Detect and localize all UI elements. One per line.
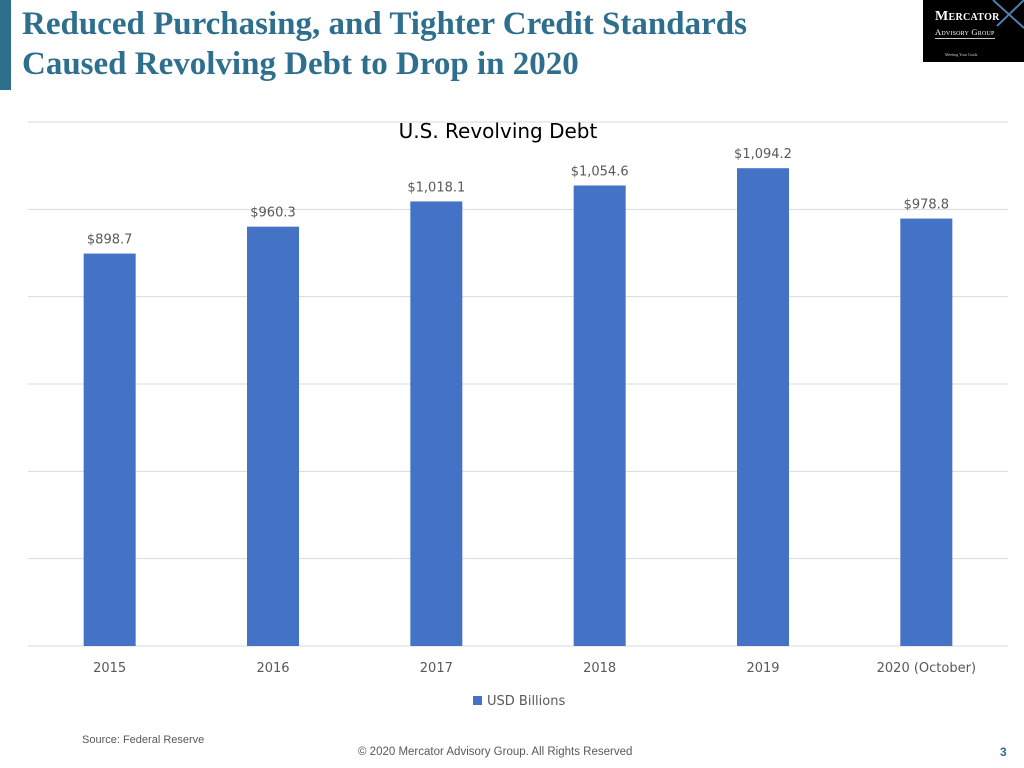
- source-note: Source: Federal Reserve: [82, 734, 205, 746]
- slide-title-line-2: Caused Revolving Debt to Drop in 2020: [22, 46, 579, 82]
- data-label: $1,054.6: [571, 164, 629, 179]
- logo-subtitle: Advisory Group: [935, 27, 995, 39]
- title-accent-bar: [0, 0, 11, 90]
- x-tick-label: 2016: [256, 661, 289, 676]
- chart-title: U.S. Revolving Debt: [399, 119, 598, 143]
- logo-tagline: Meeting Your Goals: [945, 52, 978, 57]
- slide-title: Reduced Purchasing, and Tighter Credit S…: [22, 4, 902, 84]
- logo-wordmark: Mercator: [935, 9, 1000, 24]
- bar-2017: [410, 201, 463, 646]
- slide-title-line-1: Reduced Purchasing, and Tighter Credit S…: [22, 6, 747, 42]
- chart-x-tick-labels: 2015 2016 2017 2018 2019 2020 (October): [93, 661, 976, 676]
- x-tick-label: 2019: [746, 661, 779, 676]
- data-label: $960.3: [250, 206, 296, 221]
- chart-legend: USD Billions: [473, 694, 565, 709]
- data-label: $978.8: [904, 198, 950, 213]
- bar-2018: [573, 185, 626, 646]
- bar-2020-october: [900, 218, 953, 646]
- x-tick-label: 2017: [420, 661, 453, 676]
- data-label: $1,094.2: [734, 147, 792, 162]
- revolving-debt-chart: U.S. Revolving Debt $898.7 $960.3 $1,018.1…: [28, 119, 1008, 709]
- bar-2015: [83, 253, 136, 646]
- legend-label: USD Billions: [487, 694, 565, 709]
- x-tick-label: 2018: [583, 661, 616, 676]
- chart-data-labels: $898.7 $960.3 $1,018.1 $1,054.6 $1,094.2 $978…: [87, 147, 949, 247]
- page-number: 3: [1000, 745, 1007, 759]
- bar-2016: [247, 226, 299, 646]
- x-tick-label: 2015: [93, 661, 126, 676]
- data-label: $898.7: [87, 233, 133, 248]
- legend-swatch: [473, 696, 482, 705]
- logo-slash-graphic: [992, 0, 1024, 29]
- bar-2019: [737, 168, 789, 646]
- chart-bars: [83, 168, 953, 646]
- chart-gridlines: [28, 121, 1008, 647]
- copyright-notice: © 2020 Mercator Advisory Group. All Righ…: [358, 746, 633, 758]
- data-label: $1,018.1: [407, 180, 465, 195]
- mercator-logo: Mercator Advisory Group Meeting Your Goa…: [923, 0, 1024, 62]
- x-tick-label: 2020 (October): [877, 661, 976, 676]
